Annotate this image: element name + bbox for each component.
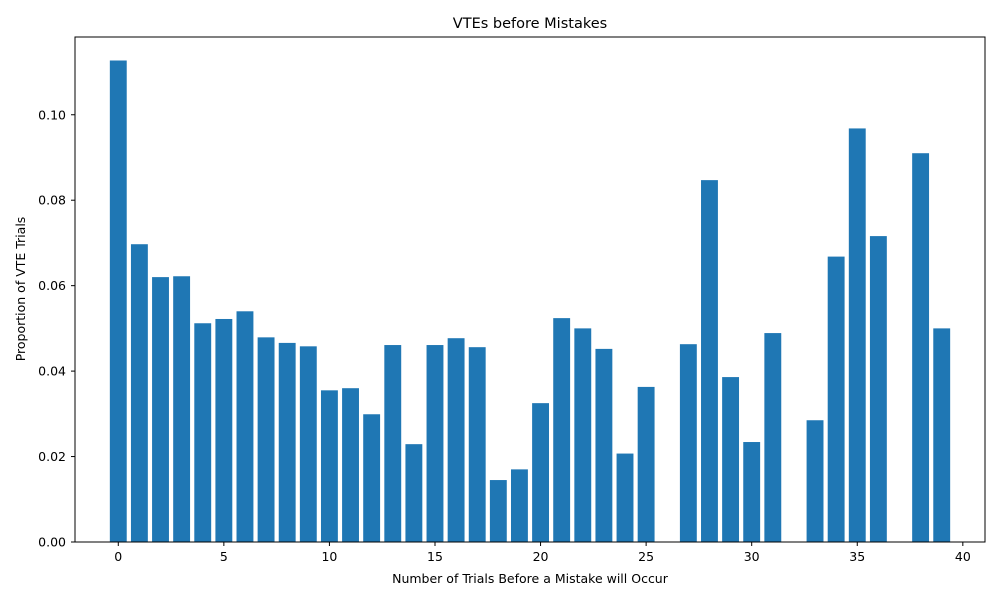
bars-group [109,60,951,543]
bar-11 [342,388,359,542]
y-tick-label: 0.08 [38,193,66,208]
y-tick-label: 0.06 [38,278,66,293]
x-tick-label: 10 [321,549,337,564]
bar-18 [489,480,507,542]
bar-6 [236,311,254,542]
bar-23 [595,348,613,542]
bar-24 [616,453,634,542]
bar-30 [743,442,761,542]
bar-12 [363,414,381,542]
bar-16 [447,338,465,542]
bar-35 [848,128,866,542]
x-tick-label: 35 [849,549,865,564]
x-tick-label: 20 [533,549,549,564]
bar-29 [722,377,740,542]
y-axis-label: Proportion of VTE Trials [13,217,28,362]
bar-8 [278,342,296,542]
bar-31 [764,333,782,542]
x-axis-label: Number of Trials Before a Mistake will O… [392,571,669,586]
bar-17 [468,347,486,542]
x-tick-label: 40 [955,549,971,564]
x-tick-label: 30 [744,549,760,564]
bar-27 [679,344,697,542]
x-tick-label: 25 [638,549,654,564]
bar-3 [173,276,191,542]
bar-2 [152,277,169,542]
bar-19 [510,469,528,542]
bar-1 [130,244,148,543]
bar-7 [257,337,275,542]
y-tick-label: 0.10 [38,107,66,122]
bar-22 [574,328,592,542]
bar-13 [384,345,402,542]
bar-34 [827,256,845,542]
bar-9 [299,346,317,542]
bar-0 [109,60,127,543]
bar-4 [194,323,212,542]
x-tick-label: 15 [427,549,443,564]
bar-25 [637,386,655,542]
y-tick-label: 0.02 [38,449,66,464]
bar-15 [426,345,444,542]
bar-20 [532,403,550,542]
x-tick-label: 5 [220,549,228,564]
bar-33 [806,420,824,542]
bar-10 [320,390,338,542]
bar-38 [912,153,930,542]
x-ticks-group: 0 5 10 15 20 25 30 35 40 [114,542,971,564]
bar-21 [553,318,571,542]
bar-36 [869,236,887,542]
x-tick-label: 0 [114,549,122,564]
y-tick-label: 0.00 [38,535,66,550]
plot-frame [74,36,986,543]
y-ticks-group: 0.00 0.02 0.04 0.06 0.08 0.10 [38,107,75,550]
y-tick-label: 0.04 [38,364,66,379]
bar-14 [405,444,423,542]
bar-28 [701,180,718,543]
bar-5 [215,318,233,542]
chart-title: VTEs before Mistakes [453,16,607,32]
bar-39 [933,328,951,542]
